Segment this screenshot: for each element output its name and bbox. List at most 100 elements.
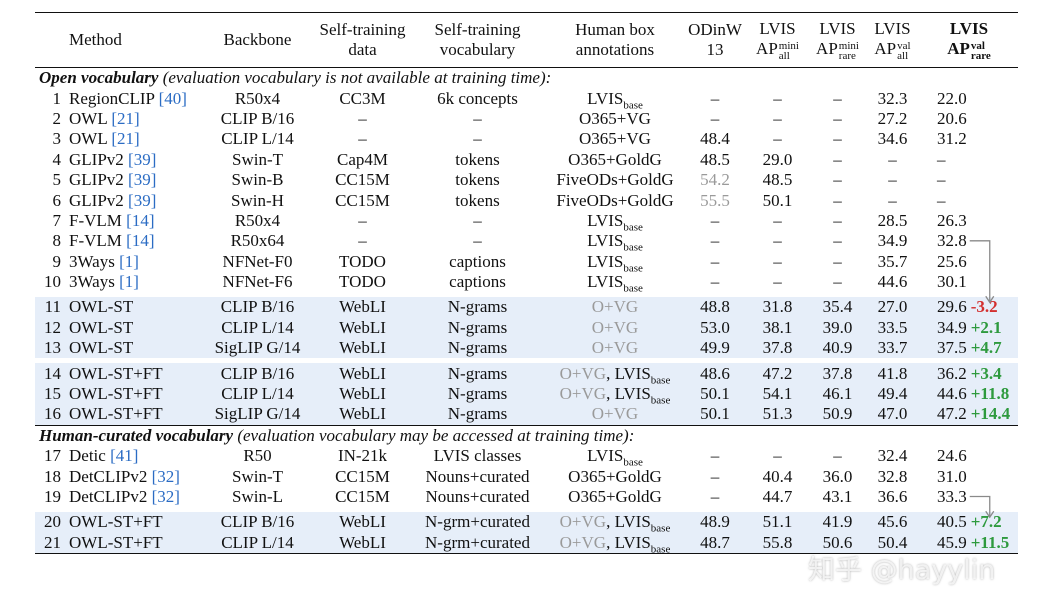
row-number: 20 [35,512,65,533]
table-row: 20 OWL-ST+FT CLIP B/16 WebLI N-grm+curated O+… [35,512,1018,535]
metric: – [773,108,782,128]
annotation: O+VG [559,384,607,404]
cell: R50x4 [234,88,281,108]
method-cell: GLIPv2 [39] [65,170,200,190]
rule-cell [35,67,1018,68]
metric: – [937,149,946,169]
row-number: 9 [52,251,62,271]
table-row: 11 OWL-ST CLIP B/16 WebLI N-grams O+VG 48.8 31.… [35,297,1018,318]
annotation-sub: base [623,241,643,254]
method: OWL-ST [69,317,134,337]
header-text: 13 [706,40,724,59]
metric: – [888,190,897,210]
cell: WebLI [315,317,410,339]
metric: – [710,466,720,486]
cell: WebLI [315,532,410,554]
method: OWL-ST+FT [69,384,163,404]
header-sup: val [970,39,985,52]
citation: [39] [128,170,157,190]
metric: – [833,272,842,292]
metric: 35.7 [877,251,908,271]
table-row: 9 3Ways [1] NFNet-F0 TODO captions LVISbase – –… [35,251,1018,274]
cell: CLIP B/16 [200,297,315,318]
metric: 54.1 [745,383,810,405]
annotation: O365+GoldG [568,487,662,506]
cell: – [358,231,367,251]
metric: 24.6 [937,446,967,466]
metric-rare: 31.0 [920,466,1018,486]
header-text: Self-training [434,20,521,39]
rule [35,67,1018,68]
table-row: 16 OWL-ST+FT SigLIP G/14 WebLI N-grams O+VG 50… [35,404,1018,426]
metric: – [773,210,782,230]
annotation-cell: O+VG [545,404,685,426]
metric: 38.1 [745,317,810,339]
metric-rare: 30.1 [920,272,1018,292]
metric: – [710,231,720,251]
annotation-cell: LVISbase [545,272,685,294]
header-text: AP [874,39,897,59]
header-script: val all [897,39,911,62]
metric: 41.8 [865,363,920,384]
metric-rare: 31.2 [920,129,1018,149]
header-cell: LVIS AP mini all [745,13,810,68]
annotation-sub: base [650,522,671,535]
annotation-cell: LVISbase [545,231,685,254]
method-cell: OWL-ST [65,297,200,318]
metric: 50.6 [810,532,865,554]
metric: 34.6 [877,129,908,149]
section-cell: Open vocabulary (evaluation vocabulary i… [35,68,1018,88]
metric: 50.9 [810,404,865,426]
cell: CLIP B/16 [200,363,315,384]
annotation: LVIS [587,446,624,466]
cell: captions [449,251,506,271]
delta: +11.5 [970,532,1010,552]
annotation-sub: base [623,221,643,234]
metric-rare: 22.0 [920,88,1018,108]
metric: 36.2 [937,363,967,383]
header-sub: rare [970,49,991,62]
annotation-cell: O365+GoldG [545,150,685,170]
method-cell: OWL-ST+FT [65,404,200,426]
metric: – [710,251,720,271]
cell: N-grams [410,363,545,384]
header-script: mini rare [839,40,859,61]
metric: 48.4 [700,129,730,149]
method: F-VLM [69,231,122,251]
header-sub: all [897,49,909,62]
metric: 25.6 [937,251,967,271]
metric: 47.2 [937,404,967,424]
method: RegionCLIP [69,88,155,108]
cell: Nouns+curated [425,487,530,506]
table-row: 6 GLIPv2 [39] Swin-H CC15M tokens FiveODs+Gol… [35,190,1018,210]
metric: – [833,251,842,271]
table-wrap: Method Backbone Self-training data Self-trai… [35,12,1018,555]
table-row: 14 OWL-ST+FT CLIP B/16 WebLI N-grams O+VG, LV… [35,363,1018,386]
header-text: LVIS [874,19,911,39]
metric: 47.0 [865,404,920,426]
cell: N-grams [410,338,545,359]
metric: 31.8 [745,297,810,318]
metric: 31.0 [937,466,967,486]
annotation-cell: O+VG, LVISbase [545,512,685,535]
metric-rare: 24.6 [920,446,1018,466]
metric: – [773,129,782,149]
section-title: Open vocabulary [39,68,159,88]
table-row: 8 F-VLM [14] R50x64– – LVISbase – – –34.9 32.8 [35,231,1018,254]
metric-rare: 45.9 +11.5 [920,532,1018,554]
annotation-sub: base [623,98,643,111]
metric: 49.9 [685,338,745,359]
metric: 32.8 [877,466,908,486]
annotation: FiveODs+GoldG [556,170,674,190]
method-cell: OWL [21] [65,109,200,129]
annotation-cell: FiveODs+GoldG [545,190,685,210]
cell: Swin-B [231,170,284,190]
header-sup: val [897,39,911,52]
metric-rare: – [920,150,1018,170]
row-number: 13 [35,338,65,359]
metric: 37.8 [810,363,865,384]
method-cell: OWL [21] [65,129,200,149]
metric: 40.9 [810,338,865,359]
annotation-cell: LVISbase [545,211,685,234]
